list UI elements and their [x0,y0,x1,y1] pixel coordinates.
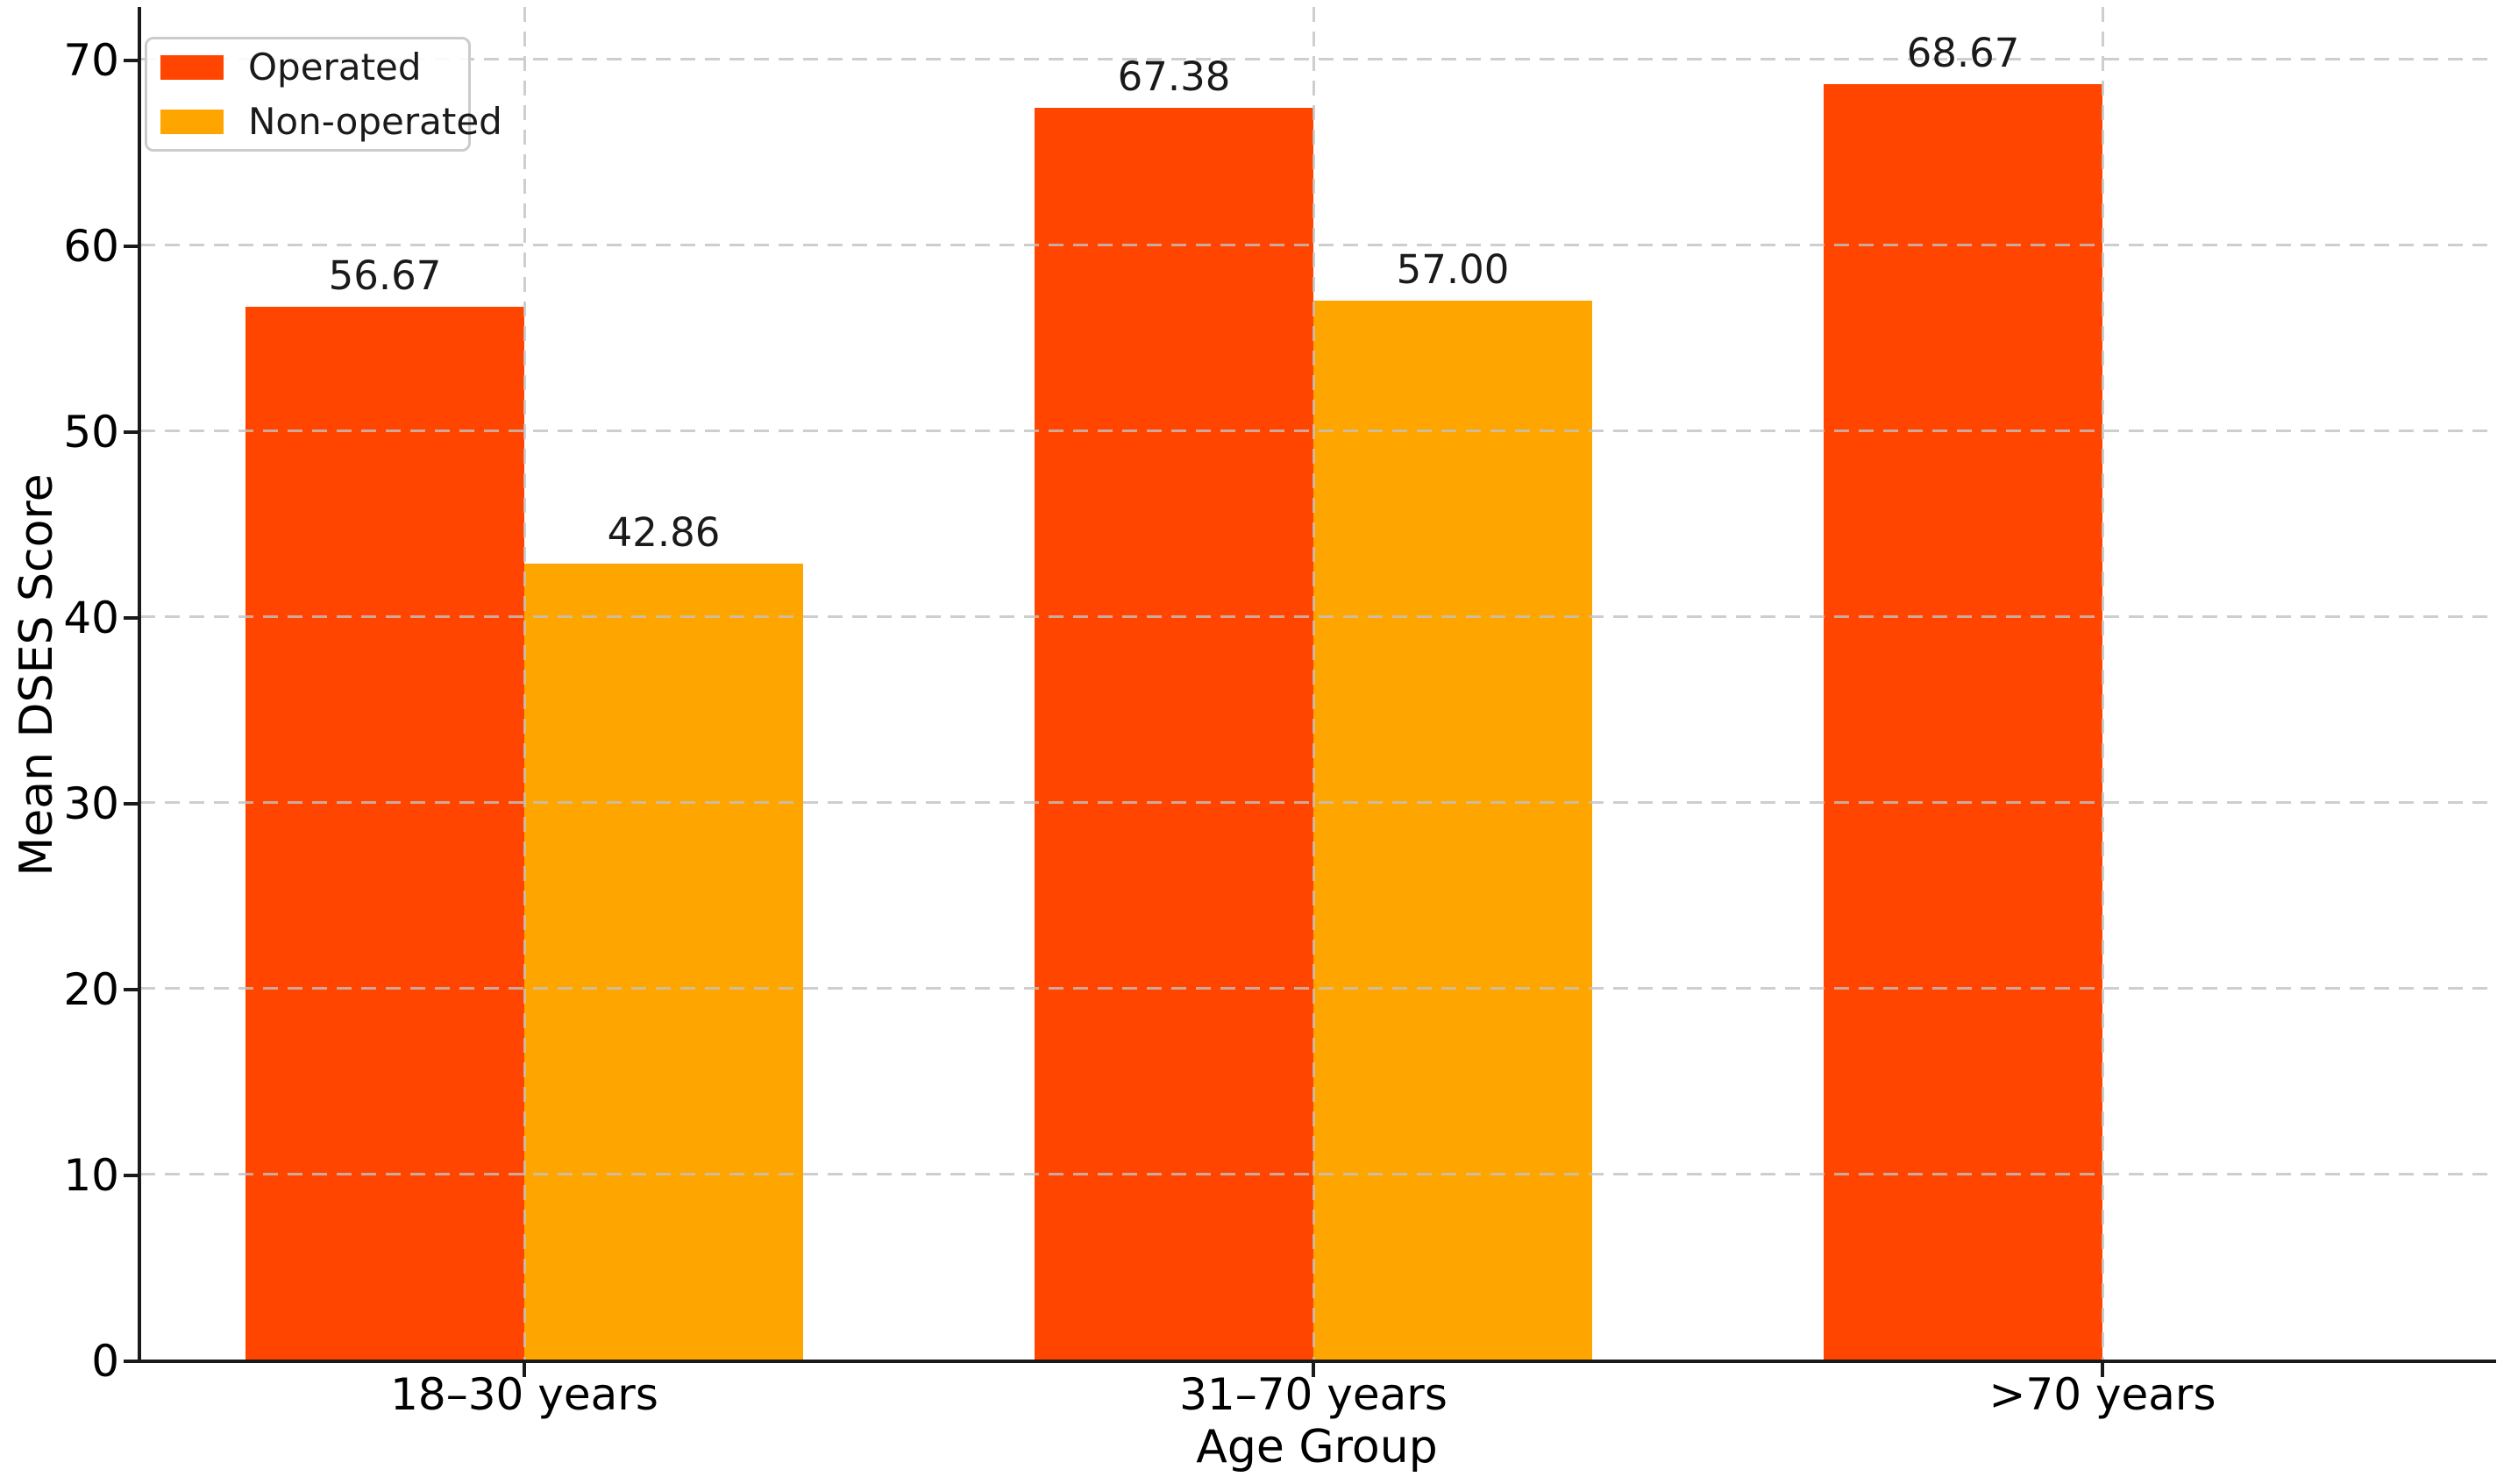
y-tick-mark [124,1360,138,1363]
y-axis-spine [138,7,141,1363]
bar-value-label: 42.86 [607,508,721,556]
x-tick-label: >70 years [1988,1369,2216,1420]
bar-non-operated [1313,300,1592,1360]
y-tick-mark [124,430,138,435]
x-axis-title: Age Group [1196,1421,1438,1473]
y-axis-title: Mean DSES Score [11,473,63,877]
y-tick-mark [124,1174,138,1178]
legend: Operated Non-operated [145,37,502,152]
v-gridline [2102,7,2104,1360]
h-gridline [140,244,2494,247]
bar-value-label: 57.00 [1396,245,1510,293]
y-tick-label: 60 [63,221,119,273]
y-tick-label: 30 [63,778,119,830]
legend-swatch-operated [160,54,224,80]
bar-value-label: 67.38 [1117,53,1231,100]
legend-label: Operated [248,45,422,89]
x-tick-label: 31–70 years [1179,1369,1448,1420]
y-tick-mark [124,245,138,249]
y-tick-mark [124,802,138,806]
h-gridline [140,1173,2494,1176]
bar-non-operated [524,563,803,1360]
y-tick-label: 70 [63,35,119,87]
legend-swatch-non-operated [160,109,224,134]
v-gridline [1312,7,1315,1360]
y-tick-mark [124,988,138,992]
x-tick-mark [1312,1363,1315,1377]
bar-value-label: 68.67 [1906,29,2020,76]
x-tick-mark [523,1363,526,1377]
legend-label: Non-operated [248,99,502,143]
h-gridline [140,58,2494,61]
y-tick-label: 50 [63,407,119,458]
y-tick-label: 10 [63,1150,119,1202]
bar-value-label: 56.67 [328,252,442,299]
y-tick-label: 40 [63,593,119,644]
bar-operated [245,306,524,1360]
h-gridline [140,430,2494,433]
x-tick-label: 18–30 years [390,1369,658,1420]
bar-operated [1035,107,1313,1360]
v-gridline [523,7,526,1360]
y-tick-mark [124,59,138,63]
y-tick-label: 20 [63,964,119,1016]
legend-item: Operated [160,45,468,89]
bar-operated [1824,83,2102,1360]
y-tick-mark [124,616,138,621]
h-gridline [140,615,2494,619]
legend-item: Non-operated [160,101,502,142]
h-gridline [140,801,2494,805]
x-axis-spine [138,1360,2496,1363]
h-gridline [140,987,2494,991]
x-tick-mark [2101,1363,2104,1377]
y-tick-label: 0 [91,1336,119,1387]
